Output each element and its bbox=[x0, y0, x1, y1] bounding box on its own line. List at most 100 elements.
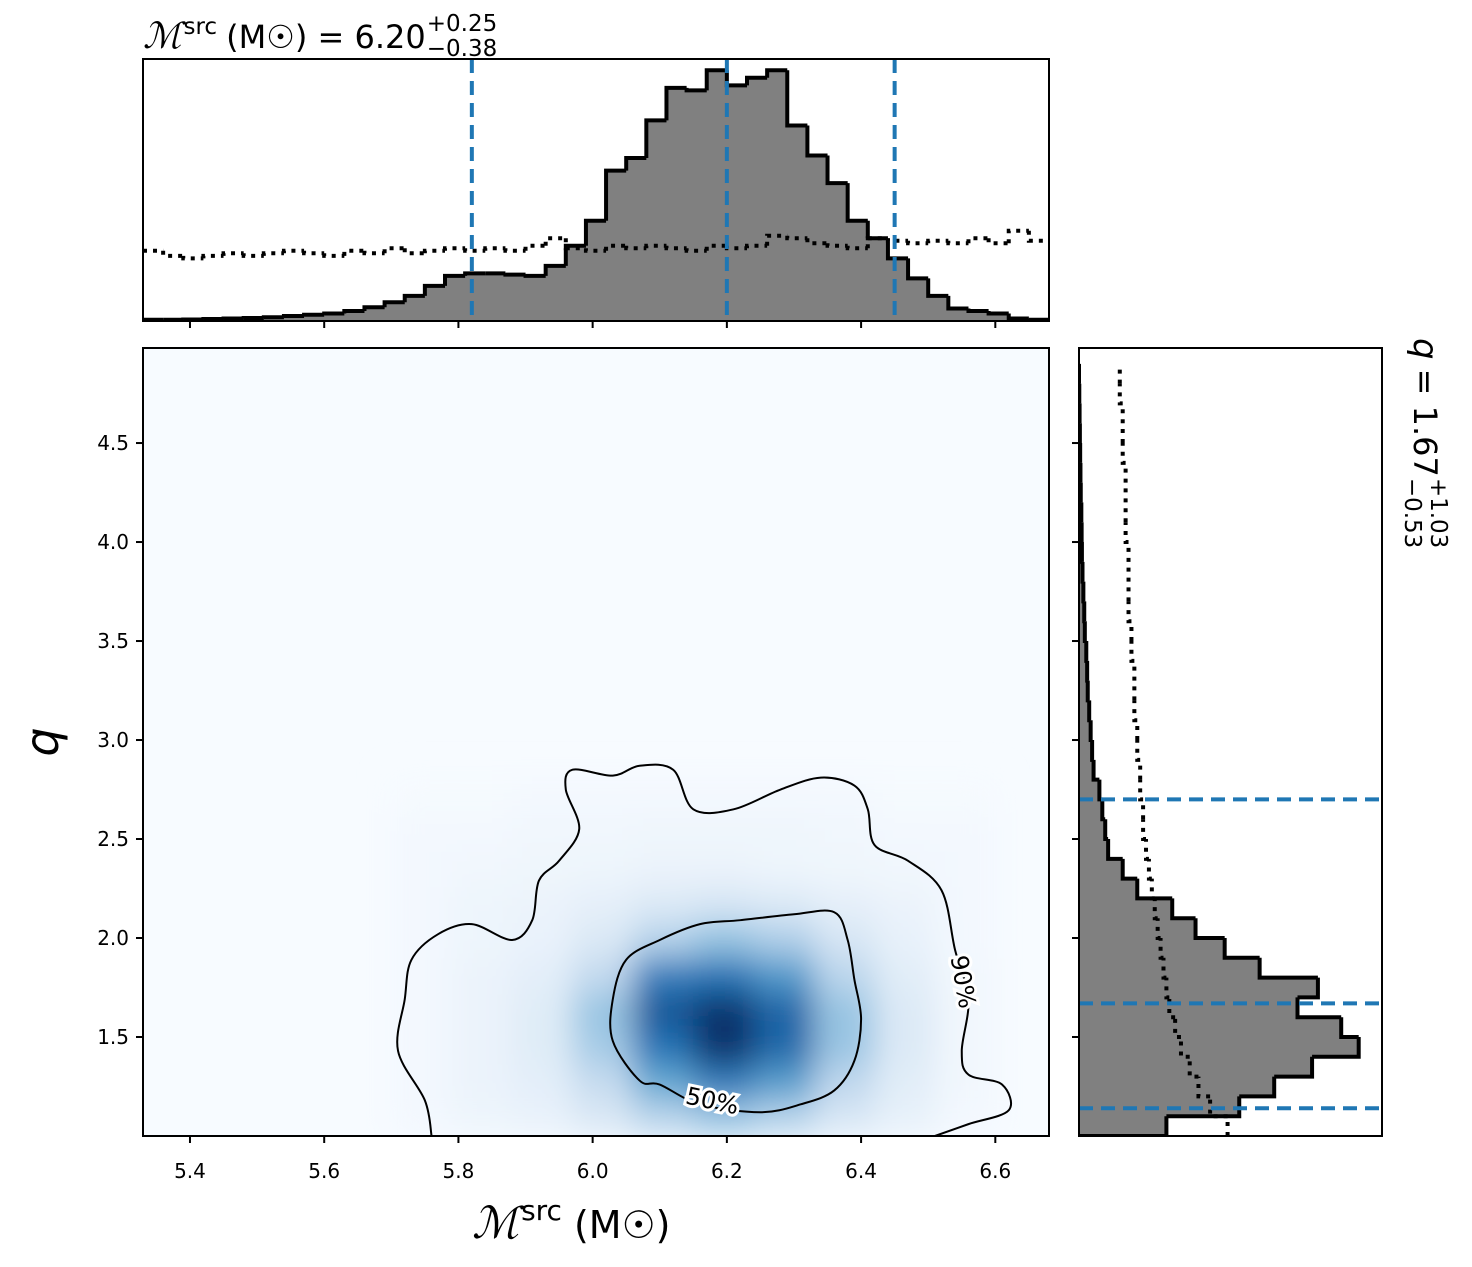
hist-outline bbox=[825, 155, 848, 186]
density-cell bbox=[874, 922, 936, 959]
prior-step bbox=[1196, 1076, 1211, 1099]
hist-outline bbox=[704, 68, 727, 91]
hist-bar bbox=[948, 308, 969, 321]
hist-bar bbox=[706, 70, 728, 321]
hist-bar bbox=[606, 170, 627, 321]
panel-frame bbox=[1078, 347, 1383, 1137]
y-title-text: = 1.67 bbox=[1406, 369, 1444, 477]
hist-bar bbox=[908, 278, 929, 321]
hist-bar bbox=[968, 310, 989, 321]
hist-bar bbox=[283, 315, 305, 321]
density-cell bbox=[814, 850, 876, 888]
density-cell bbox=[632, 815, 694, 852]
hist-outline bbox=[1135, 878, 1173, 901]
density-cell bbox=[572, 922, 634, 959]
hist-outline bbox=[1312, 1037, 1361, 1059]
prior-step bbox=[684, 248, 707, 253]
density-cell bbox=[753, 922, 815, 959]
hist-bar bbox=[666, 87, 687, 321]
hist-bar bbox=[1079, 581, 1084, 602]
density-cell bbox=[451, 886, 513, 923]
density-cell bbox=[632, 850, 694, 888]
hist-outline bbox=[1091, 759, 1100, 782]
density-cell bbox=[874, 850, 936, 888]
prior-step bbox=[1126, 601, 1132, 624]
prior-step bbox=[382, 246, 405, 254]
density-cell bbox=[814, 886, 876, 923]
density-cell bbox=[693, 779, 755, 816]
hist-outline bbox=[443, 273, 466, 286]
hist-outline bbox=[422, 283, 445, 296]
prior-step bbox=[543, 236, 566, 246]
density-cell bbox=[451, 1064, 513, 1101]
density-cell bbox=[632, 993, 694, 1030]
contour-line bbox=[609, 909, 863, 1114]
density-cell bbox=[693, 850, 755, 888]
hist-outline bbox=[201, 316, 224, 321]
prior-step bbox=[1132, 700, 1138, 723]
hist-outline bbox=[1339, 1017, 1359, 1040]
hist-outline bbox=[1106, 839, 1123, 861]
prior-step bbox=[523, 243, 546, 251]
prior-step bbox=[644, 243, 667, 249]
hist-outline bbox=[362, 305, 385, 311]
hist-outline bbox=[1084, 641, 1089, 663]
title-upper: +0.25 bbox=[427, 11, 497, 37]
density-cell bbox=[693, 922, 755, 959]
hist-bar bbox=[344, 310, 365, 321]
hist-bar bbox=[1079, 918, 1196, 939]
prior-step bbox=[1208, 1096, 1228, 1119]
hist-bar bbox=[1079, 878, 1138, 899]
density-cell bbox=[632, 1029, 694, 1066]
prior-step bbox=[1161, 957, 1167, 980]
density-cell bbox=[632, 957, 694, 994]
density-cell bbox=[693, 886, 755, 923]
prior-step bbox=[1117, 383, 1123, 406]
x-tick-label: 6.6 bbox=[979, 1159, 1011, 1183]
hist-bar bbox=[1079, 1076, 1275, 1097]
density-cell bbox=[512, 815, 574, 852]
density-cell bbox=[391, 779, 453, 816]
hist-outline bbox=[785, 70, 808, 128]
hist-bar bbox=[807, 155, 828, 321]
density-cell bbox=[572, 815, 634, 852]
density-cell bbox=[693, 1100, 755, 1136]
hist-bar bbox=[525, 275, 547, 321]
density-cell bbox=[512, 1100, 574, 1136]
prior-step bbox=[926, 238, 949, 244]
hist-bar bbox=[304, 314, 325, 321]
hist-bar bbox=[827, 183, 849, 321]
hist-bar bbox=[1079, 641, 1087, 662]
prior-step bbox=[805, 238, 828, 246]
hist-outline bbox=[1239, 1076, 1277, 1099]
density-cell bbox=[632, 886, 694, 923]
hist-outline bbox=[765, 68, 788, 78]
prior-step bbox=[322, 253, 345, 258]
y-tick-label: 4.0 bbox=[97, 530, 129, 554]
y-title-lower: −0.53 bbox=[1399, 478, 1425, 548]
density-cell bbox=[753, 1029, 815, 1066]
panel-frame bbox=[142, 347, 1050, 1137]
y-tick-label: 2.5 bbox=[97, 827, 129, 851]
hist-outline bbox=[1103, 819, 1109, 842]
density-cell bbox=[874, 886, 936, 923]
hist-outline bbox=[281, 313, 305, 318]
density-cell bbox=[753, 1064, 815, 1101]
prior-step bbox=[785, 235, 808, 241]
hist-outline bbox=[1120, 858, 1138, 881]
hist-outline bbox=[1222, 938, 1260, 960]
density-cell bbox=[391, 850, 453, 888]
density-cell bbox=[934, 815, 996, 852]
prior-step bbox=[1138, 779, 1144, 802]
hist-bar bbox=[1079, 601, 1085, 622]
density-cell bbox=[753, 850, 815, 888]
prior-step bbox=[1135, 740, 1141, 762]
contour-line bbox=[396, 763, 1012, 1136]
prior-step bbox=[1167, 997, 1176, 1020]
hist-outline bbox=[1088, 720, 1093, 743]
density-cell bbox=[934, 779, 996, 816]
y-axis-label: q bbox=[15, 727, 69, 756]
density-cell bbox=[632, 922, 694, 959]
prior-step bbox=[261, 251, 284, 256]
